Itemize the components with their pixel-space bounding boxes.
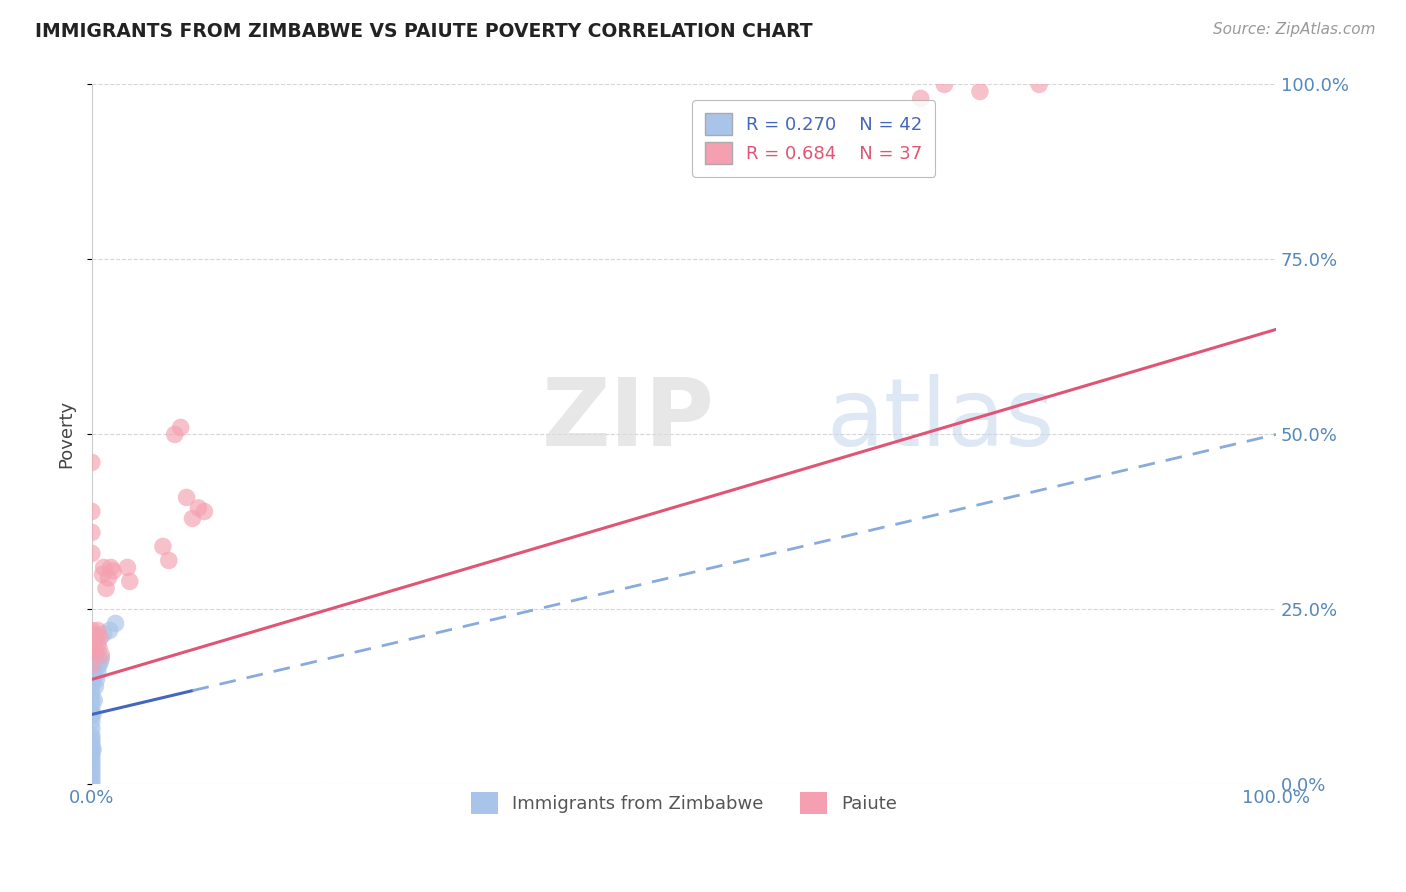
- Point: [157, 553, 180, 567]
- Point: [80, 693, 103, 707]
- Point: [80, 735, 103, 749]
- Point: [80, 658, 103, 673]
- Point: [83, 665, 105, 680]
- Point: [82, 640, 104, 655]
- Point: [80, 753, 103, 767]
- Point: [83, 637, 105, 651]
- Point: [84, 644, 107, 658]
- Point: [169, 420, 191, 434]
- Point: [80, 771, 103, 785]
- Point: [82, 673, 104, 687]
- Point: [187, 500, 209, 515]
- Point: [80, 722, 103, 736]
- Point: [93, 560, 115, 574]
- Point: [91, 567, 114, 582]
- Point: [87, 658, 110, 673]
- Legend: Immigrants from Zimbabwe, Paiute: Immigrants from Zimbabwe, Paiute: [460, 780, 908, 824]
- Point: [83, 693, 105, 707]
- Point: [90, 648, 112, 662]
- Point: [80, 624, 103, 638]
- Point: [910, 91, 932, 105]
- Point: [80, 764, 103, 778]
- Point: [969, 85, 991, 99]
- Point: [80, 637, 103, 651]
- Point: [80, 525, 103, 540]
- Point: [193, 504, 215, 518]
- Point: [82, 627, 104, 641]
- Point: [80, 631, 103, 645]
- Point: [80, 546, 103, 560]
- Point: [80, 756, 103, 771]
- Point: [100, 560, 122, 574]
- Point: [101, 564, 124, 578]
- Point: [80, 686, 103, 700]
- Point: [934, 78, 956, 92]
- Point: [176, 491, 198, 505]
- Point: [80, 673, 103, 687]
- Point: [93, 627, 115, 641]
- Point: [104, 616, 127, 631]
- Point: [118, 574, 141, 589]
- Y-axis label: Poverty: Poverty: [58, 401, 75, 468]
- Point: [80, 760, 103, 774]
- Point: [80, 746, 103, 760]
- Point: [84, 651, 107, 665]
- Point: [80, 777, 103, 791]
- Point: [80, 680, 103, 694]
- Point: [90, 651, 112, 665]
- Point: [117, 560, 139, 574]
- Point: [87, 665, 110, 680]
- Text: Source: ZipAtlas.com: Source: ZipAtlas.com: [1212, 22, 1375, 37]
- Point: [1028, 78, 1050, 92]
- Point: [82, 742, 104, 756]
- Point: [80, 665, 103, 680]
- Point: [80, 742, 103, 756]
- Point: [97, 571, 120, 585]
- Point: [80, 731, 103, 746]
- Point: [80, 714, 103, 729]
- Point: [87, 640, 110, 655]
- Point: [80, 773, 103, 788]
- Point: [86, 631, 108, 645]
- Point: [80, 455, 103, 469]
- Point: [80, 700, 103, 714]
- Point: [80, 739, 103, 753]
- Point: [80, 749, 103, 764]
- Point: [86, 673, 108, 687]
- Point: [181, 511, 204, 525]
- Point: [80, 658, 103, 673]
- Point: [80, 504, 103, 518]
- Point: [89, 631, 111, 645]
- Text: IMMIGRANTS FROM ZIMBABWE VS PAIUTE POVERTY CORRELATION CHART: IMMIGRANTS FROM ZIMBABWE VS PAIUTE POVER…: [35, 22, 813, 41]
- Point: [80, 728, 103, 742]
- Point: [82, 658, 104, 673]
- Point: [89, 655, 111, 669]
- Point: [98, 624, 121, 638]
- Point: [84, 680, 107, 694]
- Point: [87, 637, 110, 651]
- Point: [163, 427, 186, 442]
- Point: [82, 707, 104, 722]
- Point: [80, 707, 103, 722]
- Point: [80, 767, 103, 781]
- Point: [152, 540, 174, 554]
- Point: [94, 582, 117, 596]
- Text: atlas: atlas: [825, 375, 1054, 467]
- Text: ZIP: ZIP: [541, 375, 714, 467]
- Point: [87, 624, 110, 638]
